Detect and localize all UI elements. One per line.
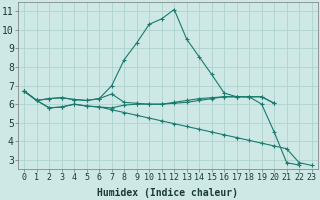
X-axis label: Humidex (Indice chaleur): Humidex (Indice chaleur)	[98, 188, 238, 198]
